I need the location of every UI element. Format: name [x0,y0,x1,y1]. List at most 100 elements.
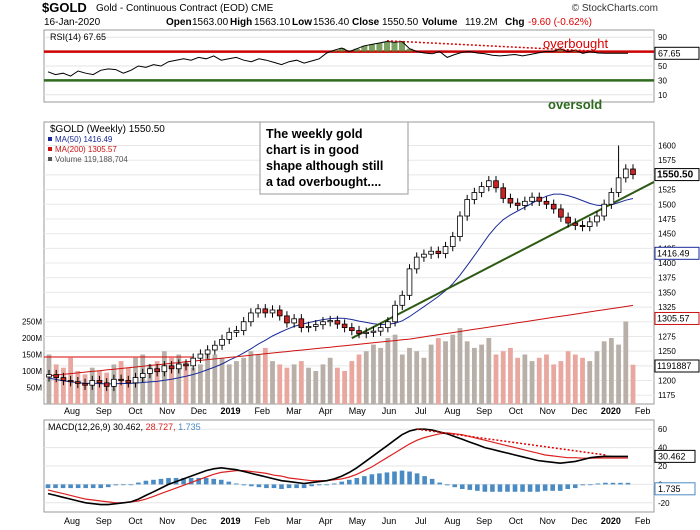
price-candle [334,320,341,325]
price-candle [356,330,362,334]
macd-x-label: Jul [415,516,427,526]
macd-histogram-bar [136,482,141,485]
price-candle [406,268,413,296]
volume-bar [219,357,225,404]
macd-histogram-bar [264,484,269,489]
volume-bar [205,351,211,404]
price-candle [111,378,117,387]
chg-label: Chg [505,17,525,28]
macd-histogram-bar [188,477,194,485]
volume-bar [421,357,427,404]
macd-histogram-bar [286,484,292,489]
macd-histogram-bar [271,484,277,489]
price-candle [327,320,333,323]
price-tick-label: 1200 [658,377,676,386]
volume-bar [464,341,470,404]
macd-histogram-bar [520,484,525,492]
price-x-label: Sep [96,406,112,416]
macd-histogram-bar [595,483,601,485]
volume-bar [241,357,247,404]
macd-histogram-bar [512,484,518,492]
volume-tick-label: 50M [26,384,42,393]
macd-histogram-bar [45,484,51,489]
price-tick-label: 1250 [658,347,676,356]
price-x-label: Nov [159,406,176,416]
macd-histogram-bar [550,484,555,491]
volume-bar [594,351,600,404]
chart-subtitle: Gold - Continuous Contract (EOD) CME [96,3,274,14]
price-candle [255,308,261,314]
macd-histogram-bar [181,477,186,485]
ma200-line [48,304,634,377]
volume-bar [234,361,239,404]
volume-bar [522,354,528,404]
price-candle [103,382,110,387]
volume-bar [212,354,218,404]
price-tick-label: 1525 [658,186,676,195]
volume-tick-label: 200M [22,334,42,343]
macd-histogram-bar [377,473,382,485]
volume-value: 119.2M [465,17,498,28]
price-candle [139,373,146,378]
price-candle [435,250,442,254]
macd-x-label: Oct [509,516,524,526]
stockcharts-logo: © StockCharts.com [571,3,658,14]
macd-histogram-bar [98,484,104,489]
macd-signal-line [47,432,628,504]
price-x-label: Sep [476,406,492,416]
volume-bar [291,364,297,404]
price-tick-label: 1350 [658,288,676,297]
macd-x-label: Oct [128,516,143,526]
price-candle [75,381,81,384]
price-value-tag-text: 1305.57 [657,313,690,323]
macd-x-label: Jun [382,516,397,526]
volume-bar [169,357,174,404]
price-candle [413,256,420,270]
price-candle [449,236,456,247]
price-value-tag-text: 1550.50 [657,170,694,181]
volume-bar [435,338,441,404]
price-value-tag-text: 1416.49 [657,248,690,258]
macd-histogram-bar [256,484,262,488]
callout-line-1: The weekly gold [266,127,363,141]
volume-bar [327,357,333,404]
price-candle [558,208,564,218]
macd-x-label: Aug [64,516,80,526]
macd-value-tag-text: 30.462 [658,451,686,461]
macd-histogram-bar [68,484,73,489]
macd-x-label: Mar [286,516,302,526]
price-x-label: 2019 [220,406,240,416]
macd-x-label: May [349,516,367,526]
price-candle [320,321,326,326]
price-candle [622,168,629,179]
volume-bar [190,367,196,404]
price-legend-item: MA(200) 1305.57 [55,145,117,154]
volume-bar [334,367,340,404]
price-x-label: Oct [509,406,524,416]
callout-box [259,121,409,195]
price-candle [197,353,204,359]
volume-bar [306,367,311,404]
volume-bar [378,347,384,404]
price-candles [46,145,636,392]
volume-bar [371,344,376,404]
volume-tick-label: 100M [22,367,42,376]
volume-bar [479,344,484,404]
price-candle [471,192,478,200]
volume-bar [601,341,607,404]
price-candle [579,224,586,227]
price-candle [125,380,132,384]
callout-line-2: chart is in good [266,143,359,157]
open-value: 1563.00 [192,17,229,28]
price-tick-label: 1325 [658,303,676,312]
volume-bar [320,364,326,404]
macd-histogram-bar [234,483,239,485]
macd-histogram-bar [294,484,299,489]
volume-bar [457,328,463,404]
macd-histogram-bar [60,484,66,489]
macd-histogram-bar [83,484,88,489]
price-candle [298,318,305,329]
price-tick-label: 1400 [658,259,676,268]
rsi-legend: RSI(14) 67.65 [50,32,106,42]
price-candle [478,186,485,193]
